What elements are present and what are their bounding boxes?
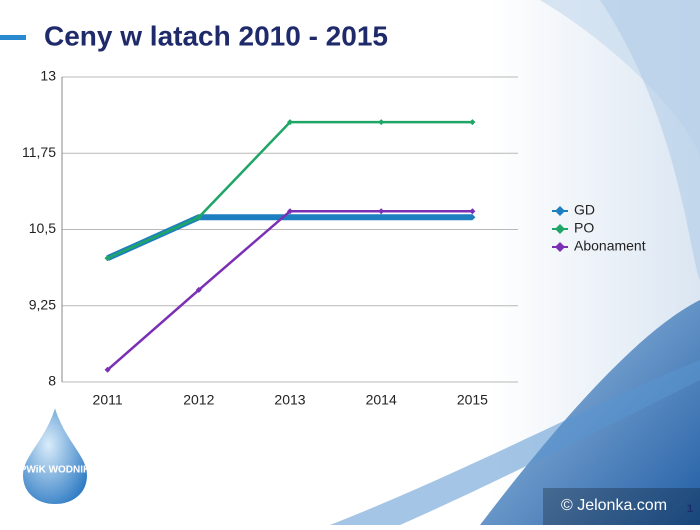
data-point <box>104 255 111 262</box>
legend-label: PO <box>574 220 594 236</box>
y-tick-label: 11,75 <box>22 144 56 160</box>
data-point <box>287 214 293 221</box>
chart-title: Ceny w latach 2010 - 2015 <box>44 20 388 51</box>
data-point <box>195 286 202 293</box>
decoration <box>330 360 700 525</box>
watermark-box <box>543 488 700 525</box>
logo: PWiK WODNIK <box>20 465 91 476</box>
legend-label: Abonament <box>574 238 646 254</box>
legend-marker <box>555 224 565 234</box>
x-tick-label: 2015 <box>457 392 488 408</box>
data-point <box>378 214 385 221</box>
data-point <box>287 208 293 215</box>
x-tick-label: 2012 <box>183 392 214 408</box>
data-point <box>378 119 385 126</box>
logo-drop <box>20 401 90 507</box>
x-tick-label: 2011 <box>93 392 123 408</box>
title-dash <box>0 35 26 40</box>
y-tick-label: 13 <box>40 68 56 84</box>
data-point <box>378 208 385 215</box>
data-point <box>469 208 476 215</box>
legend-marker <box>555 242 565 252</box>
y-tick-label: 9,25 <box>29 296 56 312</box>
data-point <box>469 214 476 221</box>
x-tick-label: 2013 <box>274 392 305 408</box>
watermark: © Jelonka.com <box>561 497 667 514</box>
page-number: 1 <box>687 503 693 515</box>
y-tick-label: 10,5 <box>29 220 56 236</box>
x-tick-label: 2014 <box>366 392 397 408</box>
plot: 8 9,25 10,5 11,75 13 2011 2012 2013 2014 2015 GD PO… <box>22 68 646 408</box>
legend-marker <box>555 206 565 216</box>
y-tick-label: 8 <box>48 373 56 389</box>
decoration <box>600 0 700 280</box>
data-point <box>287 119 293 126</box>
data-point <box>195 214 202 221</box>
data-point <box>104 366 111 373</box>
legend-label: GD <box>574 202 595 218</box>
data-point <box>469 119 476 126</box>
